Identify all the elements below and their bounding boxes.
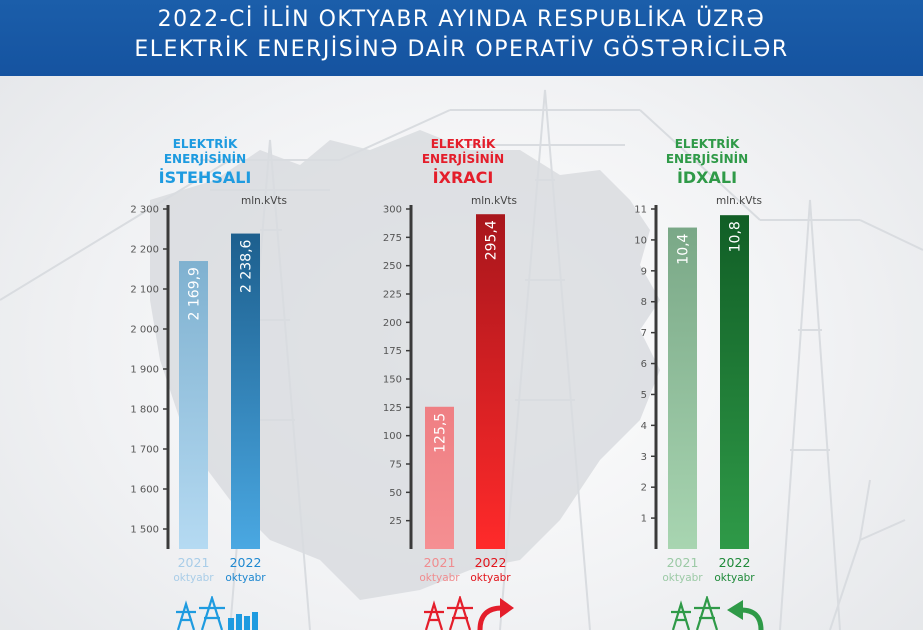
bar-2022 [231, 233, 260, 549]
unit-label: mln.kVts [716, 195, 762, 207]
y-tick-label: 250 [383, 261, 402, 272]
category-month-label: oktyabr [662, 572, 703, 584]
bar-2021 [179, 261, 208, 549]
import-arrow-icon [671, 596, 764, 630]
bar-value-label: 10,8 [728, 221, 744, 252]
y-tick-label: 2 300 [130, 205, 159, 216]
y-tick-label: 4 [641, 421, 647, 432]
y-tick-label: 300 [383, 205, 402, 216]
y-tick-label: 125 [383, 403, 402, 414]
power-plant-icon [176, 596, 258, 630]
y-tick-label: 6 [641, 359, 647, 370]
panel-title-line1: ELEKTRİK [674, 137, 740, 151]
category-month-label: oktyabr [225, 572, 266, 584]
y-tick-label: 1 [641, 514, 647, 525]
chart-2: 1 2 3 4 5 6 7 8 9 10 11 mln.kVts 10,4 2021 oktyabr 10,8… [634, 195, 762, 584]
bar-value-label: 295,4 [484, 220, 500, 260]
y-tick-label: 150 [383, 375, 402, 386]
y-tick-label: 5 [641, 390, 647, 401]
panel-title-line2: ENERJİSİNİN [163, 152, 247, 166]
y-tick-label: 100 [383, 431, 402, 442]
y-tick-label: 1 500 [130, 525, 159, 536]
y-tick-label: 2 000 [130, 325, 159, 336]
category-year-label: 2022 [475, 555, 507, 570]
y-tick-label: 2 100 [130, 285, 159, 296]
header-title-line2: ELEKTRİK ENERJİSİNƏ DAİR OPERATİV GÖSTƏR… [134, 37, 789, 62]
y-tick-label: 50 [389, 488, 402, 499]
export-arrow-icon [424, 596, 514, 630]
panel-title-line2: ENERJİSİNİN [421, 152, 505, 166]
y-tick-label: 25 [389, 516, 402, 527]
panel-title-line3: İDXALI [676, 168, 738, 187]
panel-title-import: ELEKTRİK ENERJİSİNİN İDXALI [642, 137, 772, 187]
y-tick-label: 75 [389, 460, 402, 471]
y-tick-label: 2 [641, 483, 647, 494]
y-tick-label: 9 [641, 266, 647, 277]
y-tick-label: 10 [634, 235, 647, 246]
bar-2021 [668, 227, 697, 549]
panel-title-line3: İXRACI [432, 168, 494, 187]
header-title-line1: 2022-Cİ İLİN OKTYABR AYINDA RESPUBLİKA Ü… [157, 7, 766, 32]
panel-title-production: ELEKTRİK ENERJİSİNİN İSTEHSALI [140, 137, 270, 187]
bar-value-label: 2 169,9 [187, 267, 203, 320]
category-year-label: 2021 [178, 555, 210, 570]
y-tick-label: 2 200 [130, 245, 159, 256]
y-tick-label: 7 [641, 328, 647, 339]
unit-label: mln.kVts [241, 195, 287, 207]
y-tick-label: 275 [383, 233, 402, 244]
y-tick-label: 1 800 [130, 405, 159, 416]
y-tick-label: 1 700 [130, 445, 159, 456]
y-tick-label: 3 [641, 452, 647, 463]
bar-2021 [425, 406, 454, 549]
panel-title-line1: ELEKTRİK [430, 137, 496, 151]
y-tick-label: 175 [383, 346, 402, 357]
pylon-outlines [0, 89, 923, 630]
bar-value-label: 10,4 [676, 233, 692, 264]
category-month-label: oktyabr [714, 572, 755, 584]
y-tick-label: 1 900 [130, 365, 159, 376]
background-illustration [0, 89, 923, 630]
bar-2022 [720, 215, 749, 549]
y-tick-label: 200 [383, 318, 402, 329]
panel-title-line1: ELEKTRİK [172, 137, 238, 151]
y-tick-label: 8 [641, 297, 647, 308]
y-tick-label: 225 [383, 290, 402, 301]
category-month-label: oktyabr [419, 572, 460, 584]
chart-0: 1 500 1 600 1 700 1 800 1 900 2 000 2 100 2 200… [130, 195, 287, 584]
panel-title-line3: İSTEHSALI [158, 168, 252, 187]
panel-title-line2: ENERJİSİNİN [665, 152, 749, 166]
category-year-label: 2022 [719, 555, 751, 570]
bar-2022 [476, 214, 505, 550]
category-month-label: oktyabr [173, 572, 214, 584]
y-tick-label: 11 [634, 205, 647, 216]
panel-title-export: ELEKTRİK ENERJİSİNİN İXRACI [398, 137, 528, 187]
unit-label: mln.kVts [471, 195, 517, 207]
category-year-label: 2022 [230, 555, 262, 570]
y-tick-label: 1 600 [130, 485, 159, 496]
category-month-label: oktyabr [470, 572, 511, 584]
bar-value-label: 125,5 [433, 413, 449, 453]
chart-1: 25 50 75 100 125 150 175 200 225 250 275 300 mln.kVt… [383, 195, 517, 584]
bar-value-label: 2 238,6 [239, 239, 255, 293]
header-banner: 2022-Cİ İLİN OKTYABR AYINDA RESPUBLİKA Ü… [0, 0, 923, 76]
category-year-label: 2021 [667, 555, 699, 570]
category-year-label: 2021 [424, 555, 456, 570]
